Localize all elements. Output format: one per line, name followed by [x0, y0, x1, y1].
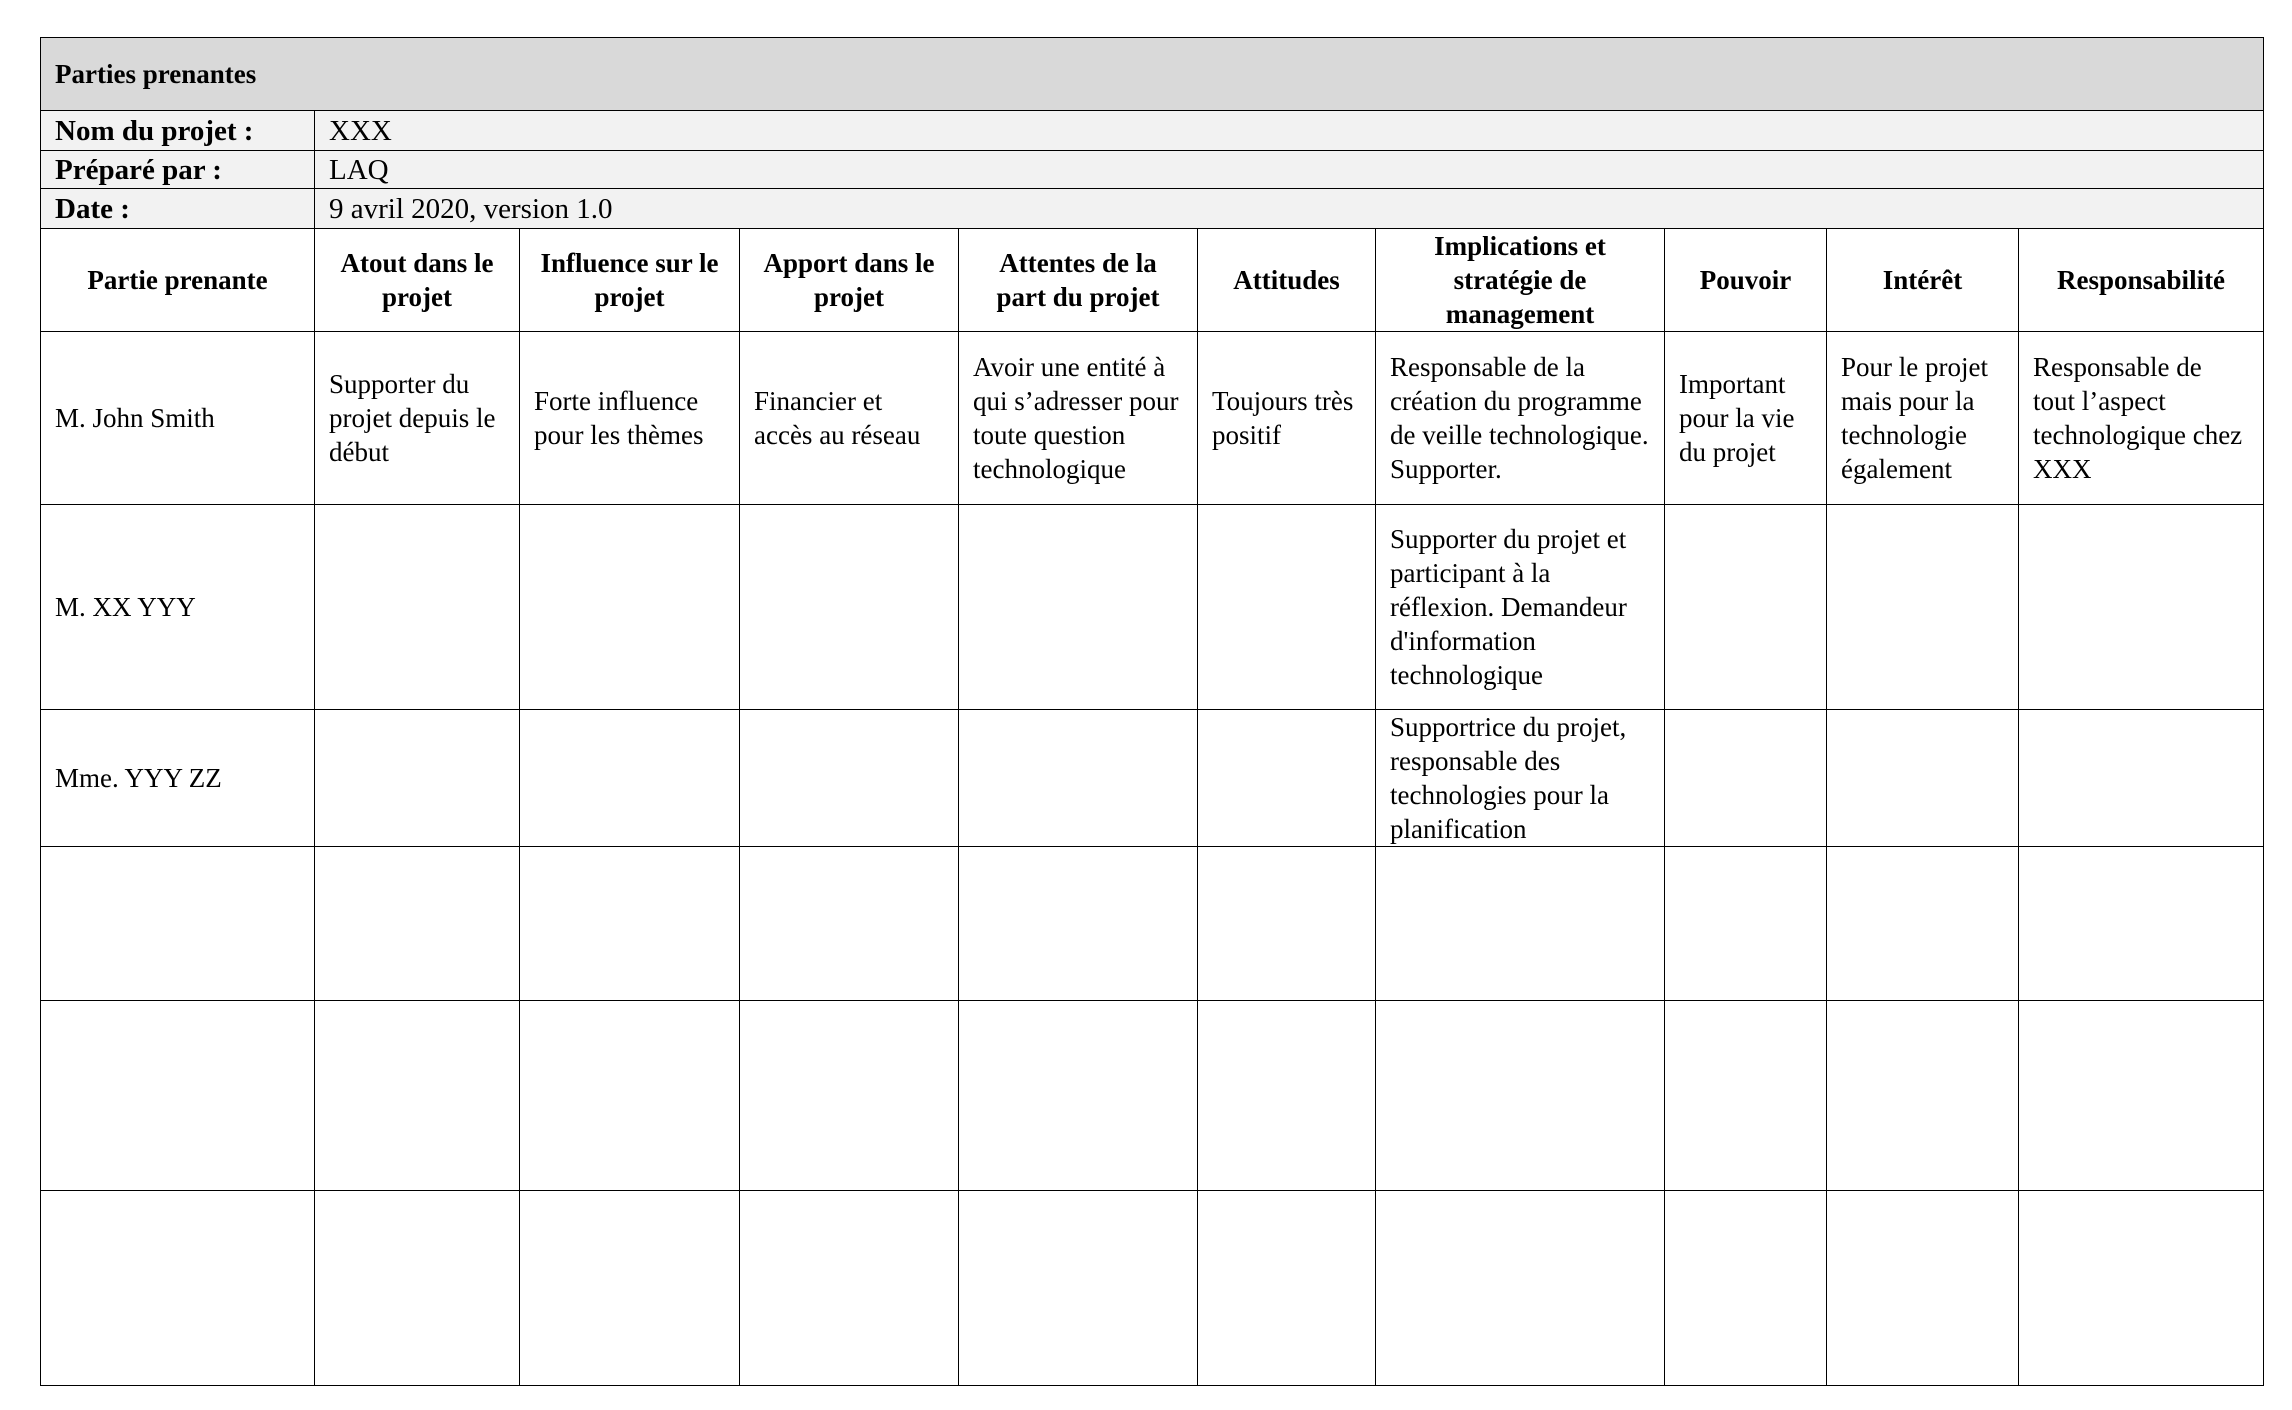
table-cell [314, 846, 520, 1001]
table-cell [1664, 504, 1827, 710]
column-header: Attentes de la part du projet [958, 228, 1198, 332]
stakeholder-name-cell: M. XX YYY [40, 504, 315, 710]
column-header: Attitudes [1197, 228, 1376, 332]
meta-label: Date : [40, 188, 315, 229]
table-row [40, 846, 2265, 1001]
table-cell [1664, 709, 1827, 847]
table-cell [2017, 709, 2265, 847]
table-cell: Supportrice du projet, responsable des t… [1375, 709, 1665, 847]
meta-row: Nom du projet : XXX [40, 110, 2265, 151]
table-cell: Supporter du projet depuis le début [314, 331, 520, 505]
meta-value: XXX [313, 110, 2265, 151]
table-cell: Pour le projet mais pour la technologie … [1826, 331, 2019, 505]
table-cell [1197, 1000, 1376, 1191]
meta-label: Nom du projet : [40, 110, 315, 151]
column-header: Pouvoir [1664, 228, 1827, 332]
table-cell [1197, 504, 1376, 710]
table-row [40, 1000, 2265, 1191]
column-header: Responsabilité [2017, 228, 2265, 332]
meta-value: 9 avril 2020, version 1.0 [313, 188, 2265, 229]
table-cell [519, 504, 740, 710]
stakeholder-name-cell: M. John Smith [40, 331, 315, 505]
table-cell [1664, 846, 1827, 1001]
table-cell [1664, 1190, 1827, 1386]
table-cell [519, 709, 740, 847]
table-cell: Responsable de tout l’aspect technologiq… [2017, 331, 2265, 505]
table-row: M. XX YYY Supporter du projet et particip… [40, 504, 2265, 710]
table-cell [1375, 846, 1665, 1001]
table-cell [1826, 1000, 2019, 1191]
table-cell [958, 1000, 1198, 1191]
stakeholder-name-cell: Mme. YYY ZZ [40, 709, 315, 847]
table-cell [1826, 846, 2019, 1001]
table-cell [1197, 709, 1376, 847]
table-cell [519, 846, 740, 1001]
table-cell: Important pour la vie du projet [1664, 331, 1827, 505]
table-cell: Responsable de la création du programme … [1375, 331, 1665, 505]
table-cell [739, 1190, 959, 1386]
table-cell [958, 846, 1198, 1001]
table-cell [739, 846, 959, 1001]
table-cell: Forte influence pour les thèmes [519, 331, 740, 505]
table-cell [1197, 846, 1376, 1001]
table-cell [1375, 1190, 1665, 1386]
table-row: Mme. YYY ZZ Supportrice du projet, respon… [40, 709, 2265, 847]
table-cell [1826, 709, 2019, 847]
table-cell [314, 1000, 520, 1191]
table-cell [2017, 504, 2265, 710]
column-header: Implications et stratégie de management [1375, 228, 1665, 332]
meta-value: LAQ [313, 150, 2265, 189]
table-cell [958, 709, 1198, 847]
table-row: M. John Smith Supporter du projet depuis … [40, 331, 2265, 505]
table-cell [1826, 504, 2019, 710]
table-cell [519, 1000, 740, 1191]
table-cell [1375, 1000, 1665, 1191]
table-cell [739, 709, 959, 847]
stakeholder-table: Parties prenantes Nom du projet : XXX Prép… [39, 37, 2265, 1386]
stakeholder-name-cell [40, 1000, 315, 1191]
table-cell [958, 1190, 1198, 1386]
table-cell [314, 709, 520, 847]
meta-row: Date :9 avril 2020, version 1.0 [40, 188, 2265, 229]
table-cell [314, 1190, 520, 1386]
column-header: Apport dans le projet [739, 228, 959, 332]
column-header: Atout dans le projet [314, 228, 520, 332]
table-cell [739, 504, 959, 710]
column-header: Influence sur le projet [519, 228, 740, 332]
table-cell: Supporter du projet et participant à la … [1375, 504, 1665, 710]
table-title: Parties prenantes [39, 37, 2265, 111]
table-cell [2017, 846, 2265, 1001]
table-row [40, 1190, 2265, 1386]
table-cell: Avoir une entité à qui s’adresser pour t… [958, 331, 1198, 505]
stakeholder-name-cell [40, 846, 315, 1001]
table-cell [1826, 1190, 2019, 1386]
table-cell: Financier et accès au réseau [739, 331, 959, 505]
table-cell: Toujours très positif [1197, 331, 1376, 505]
table-cell [958, 504, 1198, 710]
table-cell [314, 504, 520, 710]
meta-row: Préparé par : LAQ [40, 150, 2265, 189]
table-cell [1664, 1000, 1827, 1191]
stakeholder-name-cell [40, 1190, 315, 1386]
table-cell [1197, 1190, 1376, 1386]
table-cell [519, 1190, 740, 1386]
column-header: Partie prenante [40, 228, 315, 332]
header-row: Partie prenante Atout dans le projet Influ… [40, 228, 2265, 332]
meta-label: Préparé par : [40, 150, 315, 189]
table-cell [2017, 1190, 2265, 1386]
table-cell [739, 1000, 959, 1191]
table-cell [2017, 1000, 2265, 1191]
column-header: Intérêt [1826, 228, 2019, 332]
